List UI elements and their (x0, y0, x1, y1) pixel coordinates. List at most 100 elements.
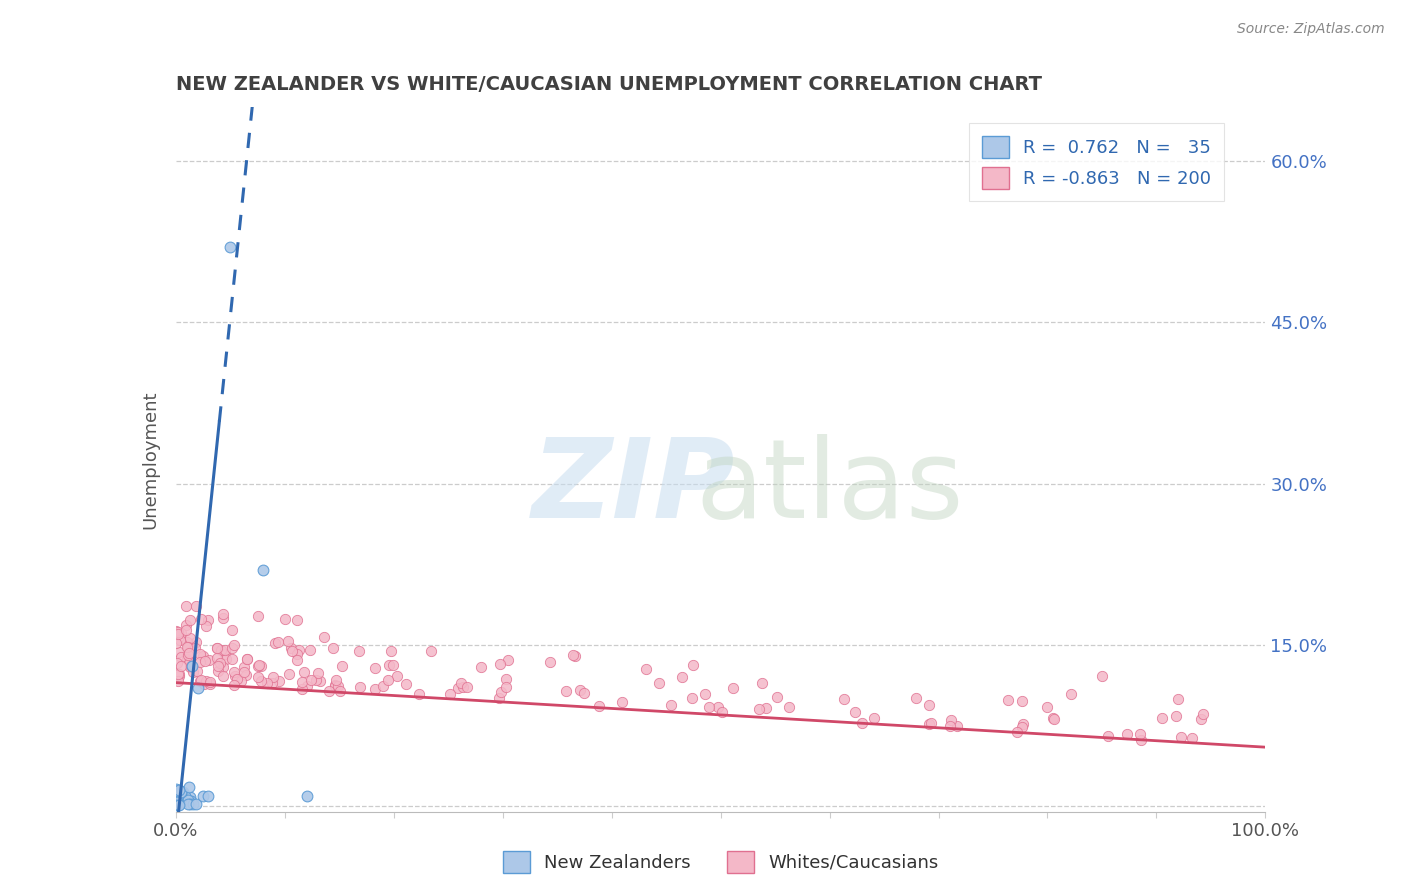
Point (1011, 721, 1033, 735)
Point (232, 665, 254, 679)
Point (561, 648, 583, 662)
Point (274, 612, 297, 626)
Point (188, 655, 211, 669)
Point (169, 798, 191, 813)
Point (166, 795, 188, 809)
Point (209, 656, 232, 670)
Point (378, 657, 401, 672)
Point (322, 640, 344, 655)
Point (262, 676, 284, 690)
Point (610, 695, 633, 709)
Point (287, 642, 309, 657)
Point (190, 673, 212, 687)
Point (1005, 724, 1028, 739)
Point (349, 680, 371, 694)
Point (1192, 706, 1215, 721)
Point (706, 700, 728, 714)
Point (180, 794, 202, 808)
Point (179, 659, 201, 673)
Point (214, 642, 236, 657)
Point (167, 625, 190, 640)
Point (1091, 669, 1114, 683)
Point (1043, 713, 1066, 727)
Point (205, 641, 228, 656)
Point (381, 658, 404, 673)
Point (167, 796, 190, 810)
Y-axis label: Unemployment: Unemployment (142, 390, 160, 529)
Point (1097, 730, 1119, 744)
Point (219, 240, 242, 254)
Text: atlas: atlas (696, 434, 963, 541)
Point (267, 674, 290, 689)
Point (280, 640, 302, 655)
Point (496, 653, 519, 667)
Point (177, 797, 200, 812)
Point (236, 652, 259, 666)
Point (671, 670, 693, 684)
Point (697, 700, 720, 714)
Point (191, 789, 214, 803)
Point (281, 644, 304, 658)
Point (167, 783, 190, 797)
Point (1189, 712, 1212, 726)
Point (186, 664, 208, 678)
Point (186, 681, 209, 695)
Point (939, 719, 962, 733)
Point (184, 641, 207, 656)
Point (363, 661, 385, 675)
Point (681, 690, 703, 705)
Point (225, 672, 247, 686)
Point (214, 648, 236, 662)
Point (278, 666, 301, 681)
Legend: New Zealanders, Whites/Caucasians: New Zealanders, Whites/Caucasians (495, 844, 946, 880)
Point (377, 673, 399, 688)
Point (193, 677, 215, 691)
Point (832, 692, 855, 706)
Point (246, 659, 269, 673)
Point (174, 624, 197, 638)
Point (184, 797, 207, 811)
Point (266, 634, 288, 648)
Point (172, 785, 194, 799)
Point (173, 789, 195, 803)
Point (186, 634, 208, 648)
Point (844, 706, 866, 720)
Point (290, 674, 312, 689)
Point (169, 792, 191, 806)
Point (167, 794, 190, 808)
Point (778, 699, 800, 714)
Point (285, 648, 308, 662)
Point (939, 713, 962, 727)
Point (918, 698, 941, 712)
Point (169, 790, 191, 805)
Point (326, 679, 349, 693)
Point (564, 649, 586, 664)
Point (1060, 687, 1083, 701)
Point (330, 659, 353, 673)
Point (252, 563, 274, 577)
Point (211, 660, 233, 674)
Point (166, 797, 188, 811)
Point (246, 669, 269, 683)
Text: Source: ZipAtlas.com: Source: ZipAtlas.com (1237, 22, 1385, 37)
Point (408, 687, 430, 701)
Point (1167, 691, 1189, 706)
Point (710, 705, 733, 719)
Point (207, 664, 229, 678)
Point (918, 716, 941, 731)
Point (246, 608, 269, 623)
Point (325, 679, 347, 693)
Point (205, 641, 228, 656)
Point (308, 673, 330, 688)
Point (209, 643, 232, 657)
Point (1011, 717, 1033, 731)
Text: ZIP: ZIP (531, 434, 735, 541)
Point (264, 635, 287, 649)
Point (1166, 708, 1188, 723)
Point (184, 599, 207, 613)
Point (495, 680, 517, 694)
Point (167, 797, 190, 812)
Point (170, 659, 193, 673)
Point (188, 647, 211, 661)
Point (165, 793, 187, 807)
